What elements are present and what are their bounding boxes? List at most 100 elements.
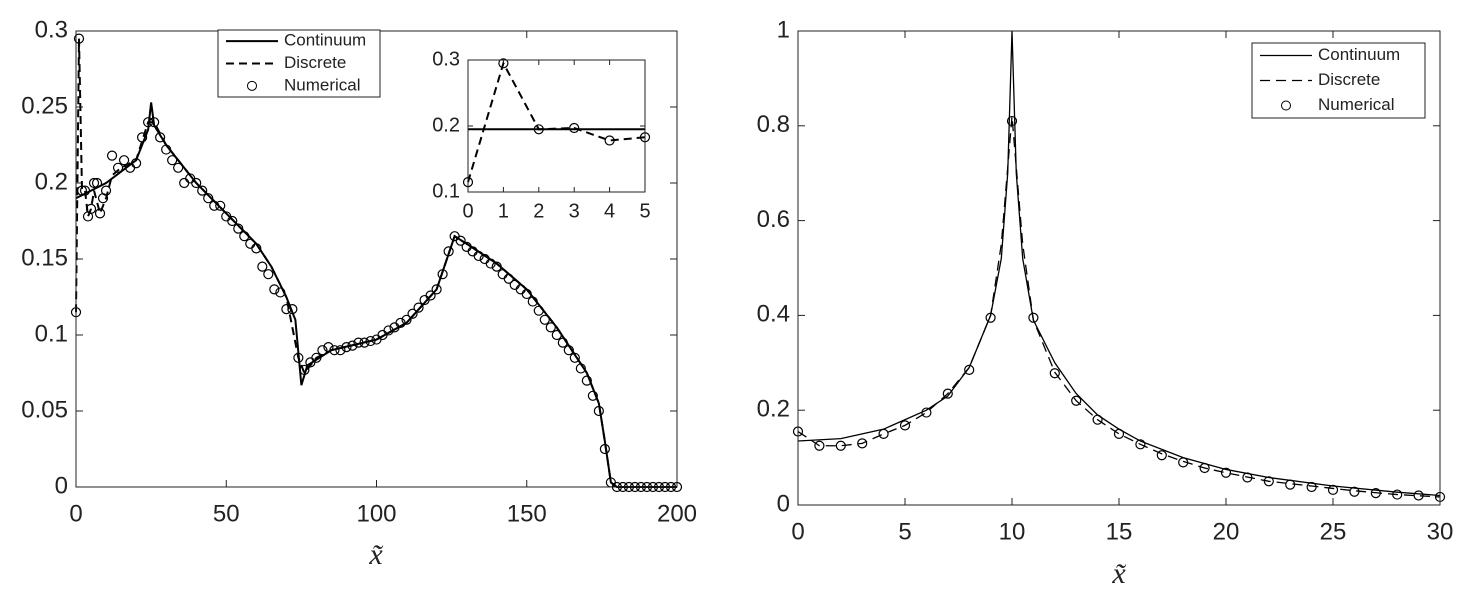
data-point <box>1071 395 1082 406</box>
data-point <box>899 420 911 431</box>
legend-marker <box>1281 100 1291 111</box>
data-point <box>245 238 256 249</box>
legend-label: Continuum <box>1318 45 1400 64</box>
data-point <box>1092 414 1103 425</box>
legend-marker <box>247 80 257 91</box>
data-point <box>985 312 996 323</box>
data-point <box>942 388 953 399</box>
data-point <box>1049 368 1060 379</box>
data-point <box>143 117 154 128</box>
data-point <box>239 231 250 242</box>
panel: 0 1 2 3 4 5 0.1 0.2 0.3 <box>432 48 650 222</box>
data-point <box>131 158 142 169</box>
x-tick-label: 30 <box>1427 518 1454 545</box>
data-point <box>491 261 502 272</box>
x-tick-label: 100 <box>356 500 396 527</box>
data-point <box>1285 479 1296 490</box>
axes-box <box>797 30 1441 506</box>
dashed-line <box>75 38 677 488</box>
data-point <box>100 185 112 196</box>
data-point <box>1006 115 1018 127</box>
data-point <box>118 155 130 166</box>
data-point <box>443 246 454 257</box>
data-point <box>1370 488 1381 499</box>
data-point <box>335 345 346 356</box>
data-point <box>359 337 370 348</box>
data-point <box>1242 472 1253 483</box>
y-tick-label: 0.1 <box>432 180 460 202</box>
data-point <box>533 124 544 135</box>
y-tick-label: 0.3 <box>432 48 460 70</box>
x-axis-label: x̃ <box>1111 557 1126 590</box>
data-point <box>604 135 615 146</box>
x-tick-label: 15 <box>1106 518 1133 545</box>
data-point <box>509 279 520 290</box>
legend-label: Discrete <box>284 53 346 72</box>
data-point <box>251 243 262 254</box>
x-axis-label: x̃ <box>368 538 383 571</box>
x-tick-label: 5 <box>898 518 911 545</box>
data-point <box>341 342 352 353</box>
data-point <box>921 407 932 418</box>
y-tick-label: 0.25 <box>21 92 68 119</box>
data-point <box>539 314 550 325</box>
data-point <box>167 155 178 166</box>
data-point <box>1349 486 1360 497</box>
data-point <box>203 193 214 204</box>
data-point <box>857 438 868 449</box>
inset-background <box>468 60 645 192</box>
data-point <box>1028 312 1039 323</box>
y-tick-label: 0.1 <box>35 320 68 347</box>
data-point <box>1327 484 1339 495</box>
data-point <box>407 308 418 319</box>
data-point <box>497 269 508 280</box>
data-point <box>299 364 310 376</box>
data-point <box>79 185 91 196</box>
data-point <box>515 284 526 295</box>
y-tick-label: 0 <box>55 472 68 499</box>
data-point <box>191 177 202 189</box>
data-point <box>161 144 172 155</box>
legend-label: Continuum <box>284 31 366 50</box>
y-tick-label: 0.2 <box>432 114 460 136</box>
y-tick-label: 0 <box>777 490 790 517</box>
data-point <box>599 443 610 455</box>
data-point <box>106 150 118 161</box>
data-point <box>581 375 592 386</box>
y-tick-label: 0.3 <box>35 16 68 43</box>
data-point <box>521 288 532 300</box>
x-tick-label: 0 <box>791 518 804 545</box>
data-point <box>557 337 568 348</box>
x-tick-label: 4 <box>604 200 615 222</box>
y-tick-label: 0.2 <box>757 396 790 423</box>
data-point <box>425 290 436 301</box>
data-point <box>179 177 190 189</box>
data-point <box>275 287 286 298</box>
data-point <box>365 335 376 347</box>
data-point <box>964 364 975 376</box>
data-point <box>1413 490 1424 501</box>
dashed-line <box>467 60 646 183</box>
solid-line <box>797 30 1441 497</box>
dashed-line <box>797 116 1441 498</box>
data-point <box>569 352 580 363</box>
data-point <box>347 340 358 351</box>
data-point <box>76 185 88 196</box>
data-point <box>413 302 424 313</box>
y-tick-label: 1 <box>777 16 790 43</box>
data-point <box>485 258 496 269</box>
data-point <box>1263 476 1274 487</box>
data-point <box>593 405 604 417</box>
x-tick-label: 25 <box>1320 518 1347 545</box>
data-point <box>431 284 442 295</box>
y-tick-label: 0.6 <box>757 206 790 233</box>
data-point <box>112 162 124 173</box>
data-point <box>383 325 394 336</box>
x-tick-label: 0 <box>69 500 82 527</box>
data-point <box>527 296 538 307</box>
y-tick-label: 0.4 <box>757 301 790 328</box>
data-point <box>1178 457 1189 468</box>
data-point <box>311 352 322 363</box>
data-point <box>263 269 274 280</box>
